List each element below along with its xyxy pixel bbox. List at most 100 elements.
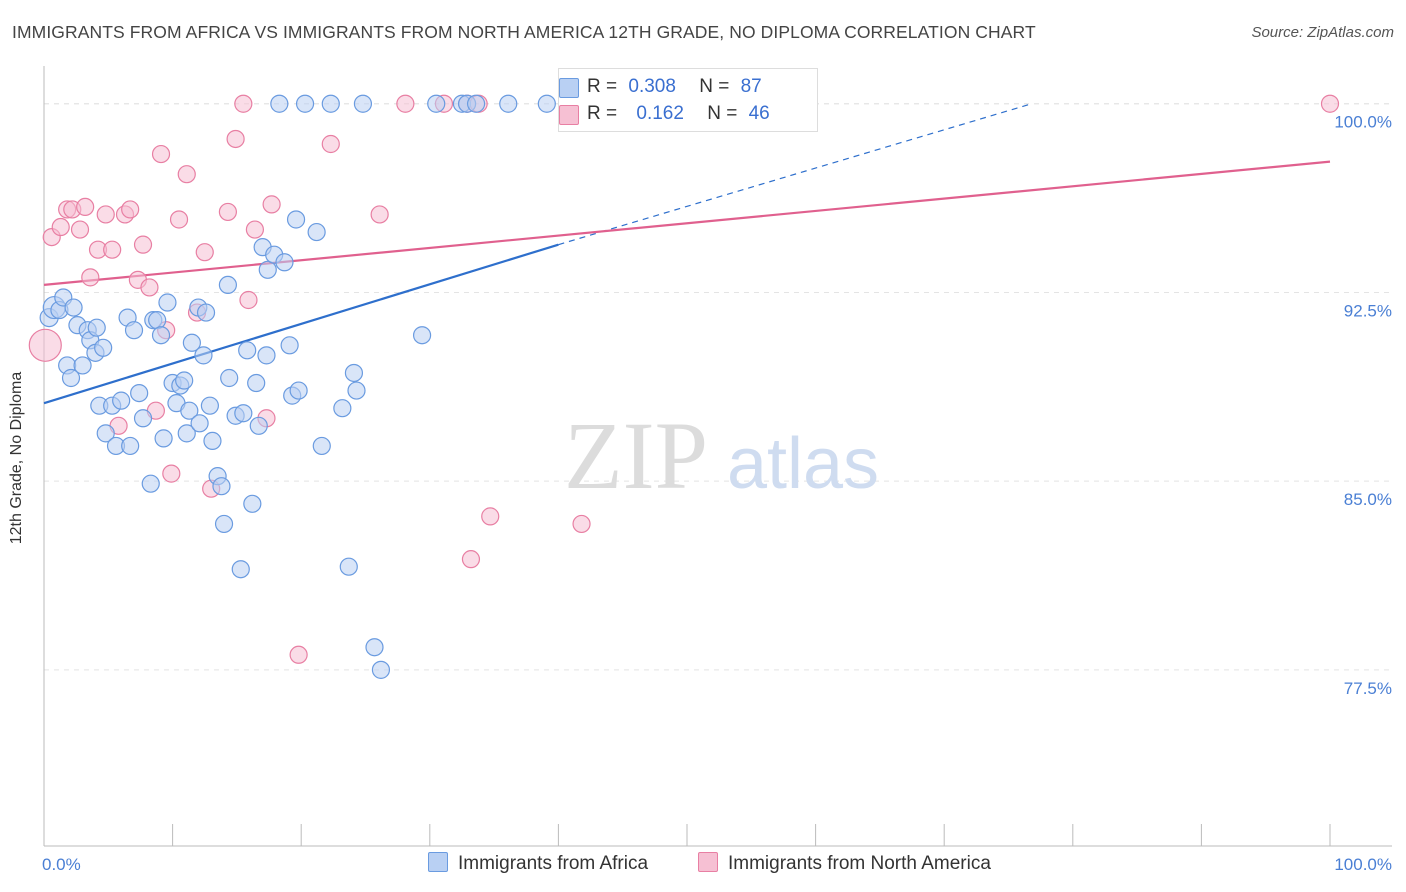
data-point-africa bbox=[94, 338, 113, 357]
data-point-africa bbox=[238, 341, 257, 360]
data-point-north-america bbox=[103, 240, 122, 259]
data-point-north-america bbox=[195, 243, 214, 262]
legend-swatch-blue bbox=[559, 78, 579, 98]
data-point-africa bbox=[124, 321, 144, 340]
data-point-africa bbox=[121, 436, 140, 456]
data-point-north-america bbox=[1320, 94, 1340, 113]
legend-r-label: R = bbox=[587, 103, 618, 124]
bottom-legend-swatch-blue bbox=[428, 852, 448, 872]
legend-n-label: N = bbox=[699, 76, 730, 97]
data-point-north-america bbox=[81, 268, 100, 287]
data-point-africa bbox=[249, 416, 268, 435]
data-point-north-america bbox=[162, 464, 181, 483]
data-point-north-america bbox=[234, 94, 253, 113]
watermark-atlas: atlas bbox=[727, 424, 879, 504]
trend-line-north-america bbox=[43, 160, 1331, 286]
data-point-north-america bbox=[289, 645, 308, 664]
data-point-africa bbox=[196, 303, 216, 322]
data-point-africa bbox=[64, 298, 83, 317]
data-point-africa bbox=[289, 381, 308, 400]
data-point-africa bbox=[175, 371, 194, 390]
data-point-africa bbox=[148, 311, 167, 330]
y-tick-label: 92.5% bbox=[1344, 301, 1392, 320]
data-point-africa bbox=[234, 404, 253, 423]
data-point-africa bbox=[154, 429, 173, 448]
legend-n-value-north-america: 46 bbox=[748, 103, 770, 124]
data-point-north-america bbox=[245, 220, 265, 239]
data-point-africa bbox=[371, 660, 391, 679]
data-point-africa bbox=[61, 368, 81, 388]
bottom-legend-swatch-pink bbox=[698, 852, 718, 872]
data-point-north-america bbox=[481, 507, 500, 526]
bottom-legend-africa: Immigrants from Africa bbox=[428, 852, 648, 875]
legend-swatch-pink bbox=[559, 105, 579, 125]
data-point-north-america bbox=[51, 217, 70, 237]
data-point-africa bbox=[200, 396, 219, 415]
data-point-africa bbox=[339, 557, 358, 576]
data-point-africa bbox=[466, 94, 486, 113]
data-point-north-america bbox=[121, 200, 140, 219]
data-point-africa bbox=[73, 356, 92, 375]
watermark-zip: ZIP bbox=[564, 402, 708, 509]
data-point-africa bbox=[307, 222, 326, 242]
legend-row-africa: R = 0.308 N = 87 bbox=[559, 76, 762, 98]
data-point-africa bbox=[87, 318, 106, 337]
data-point-africa bbox=[257, 346, 276, 365]
data-point-africa bbox=[158, 293, 177, 312]
legend-n-value-africa: 87 bbox=[740, 76, 762, 97]
data-point-north-america bbox=[461, 550, 481, 569]
data-point-africa bbox=[344, 363, 364, 383]
data-point-africa bbox=[270, 94, 289, 113]
data-point-north-america bbox=[396, 94, 415, 113]
x-tick-label: 0.0% bbox=[42, 855, 81, 874]
data-point-africa bbox=[203, 431, 222, 451]
data-point-africa bbox=[275, 253, 294, 272]
bottom-legend-label-north-america: Immigrants from North America bbox=[728, 853, 991, 874]
data-point-africa bbox=[214, 514, 234, 534]
data-point-north-america bbox=[133, 235, 153, 254]
tick-labels: 77.5% 85.0% 92.5% 100.0% 0.0% 100.0% bbox=[42, 113, 1392, 874]
y-tick-label: 100.0% bbox=[1334, 113, 1392, 132]
gridlines bbox=[44, 103, 1392, 671]
source-credit: Source: ZipAtlas.com bbox=[1251, 24, 1394, 41]
data-point-africa bbox=[321, 94, 340, 113]
bottom-legend-north-america: Immigrants from North America bbox=[698, 852, 991, 875]
chart-title: IMMIGRANTS FROM AFRICA VS IMMIGRANTS FRO… bbox=[12, 22, 1036, 42]
data-point-africa bbox=[347, 381, 366, 400]
data-point-north-america bbox=[28, 328, 62, 362]
data-point-north-america bbox=[169, 210, 189, 229]
data-point-africa bbox=[353, 94, 373, 113]
data-point-africa bbox=[247, 373, 266, 393]
data-point-africa bbox=[286, 210, 306, 229]
legend-r-label: R = bbox=[587, 76, 618, 97]
trend-line-extension-africa bbox=[558, 103, 1032, 246]
data-point-north-america bbox=[70, 220, 90, 239]
data-point-africa bbox=[182, 333, 201, 352]
data-point-africa bbox=[258, 260, 277, 279]
data-point-africa bbox=[231, 560, 250, 579]
data-point-africa bbox=[499, 94, 518, 113]
data-point-africa bbox=[212, 477, 231, 496]
data-point-north-america bbox=[151, 144, 171, 164]
data-point-north-america bbox=[96, 205, 115, 224]
data-point-north-america bbox=[572, 514, 591, 534]
data-point-africa bbox=[177, 424, 196, 443]
y-tick-label: 85.0% bbox=[1344, 490, 1392, 509]
data-point-africa bbox=[180, 401, 199, 420]
axes bbox=[43, 66, 1392, 847]
data-point-africa bbox=[295, 94, 315, 113]
stats-legend: R = 0.308 N = 87 R = 0.162 N = 46 bbox=[558, 68, 818, 132]
y-axis-label: 12th Grade, No Diploma bbox=[8, 371, 25, 545]
data-point-north-america bbox=[177, 165, 196, 184]
data-point-africa bbox=[130, 383, 149, 403]
data-point-africa bbox=[412, 326, 432, 345]
data-point-africa bbox=[220, 368, 239, 388]
data-point-north-america bbox=[218, 202, 237, 222]
data-point-africa bbox=[243, 494, 262, 513]
data-point-north-america bbox=[239, 290, 258, 310]
data-point-africa bbox=[312, 436, 331, 456]
data-point-africa bbox=[427, 94, 446, 113]
trend-line-africa bbox=[43, 243, 559, 405]
legend-row-north-america: R = 0.162 N = 46 bbox=[559, 103, 770, 125]
